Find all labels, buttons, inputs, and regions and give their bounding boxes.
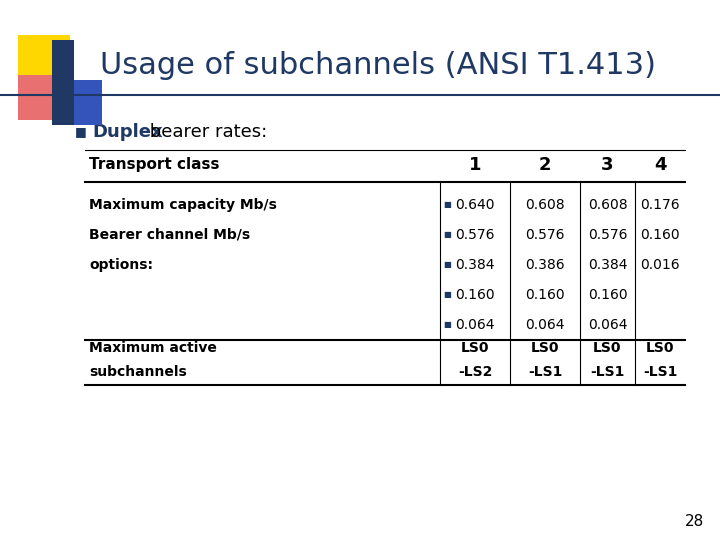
Text: Duplex: Duplex bbox=[92, 123, 163, 141]
Text: ■: ■ bbox=[443, 231, 451, 240]
Text: Maximum active: Maximum active bbox=[89, 341, 217, 355]
Text: 0.064: 0.064 bbox=[588, 318, 627, 332]
Text: Usage of subchannels (ANSI T1.413): Usage of subchannels (ANSI T1.413) bbox=[100, 51, 656, 79]
Text: ■: ■ bbox=[443, 200, 451, 210]
Text: ■: ■ bbox=[443, 260, 451, 269]
Text: LS0: LS0 bbox=[593, 341, 622, 355]
FancyBboxPatch shape bbox=[52, 40, 74, 125]
Text: ■: ■ bbox=[443, 291, 451, 300]
Text: -LS1: -LS1 bbox=[528, 365, 562, 379]
Text: -LS1: -LS1 bbox=[590, 365, 625, 379]
Text: 0.176: 0.176 bbox=[640, 198, 680, 212]
Text: 0.160: 0.160 bbox=[588, 288, 627, 302]
Text: Maximum capacity Mb/s: Maximum capacity Mb/s bbox=[89, 198, 277, 212]
Text: -LS2: -LS2 bbox=[458, 365, 492, 379]
Text: Bearer channel Mb/s: Bearer channel Mb/s bbox=[89, 228, 250, 242]
Text: 28: 28 bbox=[685, 515, 705, 530]
Text: 0.064: 0.064 bbox=[526, 318, 564, 332]
Text: 0.640: 0.640 bbox=[455, 198, 495, 212]
Text: -LS1: -LS1 bbox=[643, 365, 678, 379]
FancyBboxPatch shape bbox=[52, 80, 102, 125]
Text: 0.608: 0.608 bbox=[588, 198, 627, 212]
Text: Transport class: Transport class bbox=[89, 158, 220, 172]
Text: 4: 4 bbox=[654, 156, 666, 174]
Text: ■: ■ bbox=[75, 125, 86, 138]
Text: 0.160: 0.160 bbox=[455, 288, 495, 302]
Text: 0.064: 0.064 bbox=[455, 318, 495, 332]
Text: 0.384: 0.384 bbox=[588, 258, 627, 272]
Text: 0.576: 0.576 bbox=[588, 228, 627, 242]
FancyBboxPatch shape bbox=[18, 35, 70, 85]
Text: LS0: LS0 bbox=[531, 341, 559, 355]
Text: 0.016: 0.016 bbox=[640, 258, 680, 272]
Text: 1: 1 bbox=[469, 156, 481, 174]
Text: ■: ■ bbox=[443, 321, 451, 329]
Text: bearer rates:: bearer rates: bbox=[144, 123, 267, 141]
Text: LS0: LS0 bbox=[461, 341, 490, 355]
Text: LS0: LS0 bbox=[646, 341, 674, 355]
Text: 0.576: 0.576 bbox=[526, 228, 564, 242]
Text: 0.160: 0.160 bbox=[640, 228, 680, 242]
Text: 0.386: 0.386 bbox=[525, 258, 564, 272]
FancyBboxPatch shape bbox=[18, 75, 63, 120]
Text: 2: 2 bbox=[539, 156, 552, 174]
Text: 0.608: 0.608 bbox=[525, 198, 564, 212]
Text: 0.384: 0.384 bbox=[455, 258, 495, 272]
Text: subchannels: subchannels bbox=[89, 365, 186, 379]
Text: 3: 3 bbox=[601, 156, 613, 174]
Text: 0.160: 0.160 bbox=[525, 288, 564, 302]
Text: 0.576: 0.576 bbox=[455, 228, 495, 242]
Text: options:: options: bbox=[89, 258, 153, 272]
